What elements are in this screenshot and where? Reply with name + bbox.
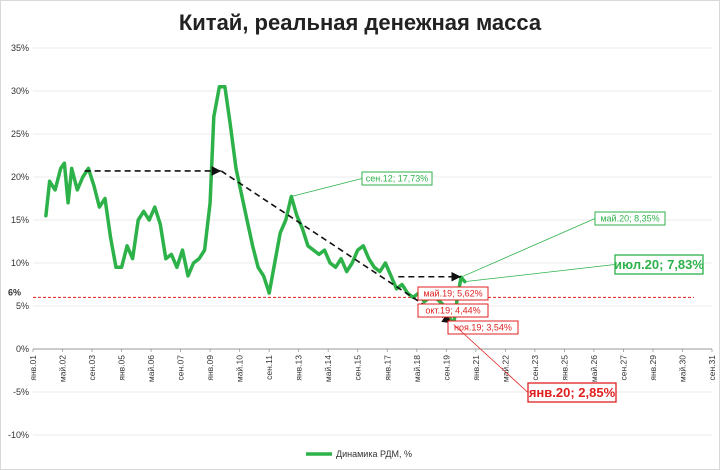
x-tick-label: янв.01 <box>28 355 38 381</box>
legend-entry-label: Динамика РДМ, % <box>336 449 412 459</box>
y-tick-label: 30% <box>11 86 29 96</box>
annotation-box <box>447 320 519 335</box>
reference-lines: 6% <box>8 287 694 298</box>
x-tick-label: сен.03 <box>87 355 97 381</box>
x-tick-label: янв.21 <box>471 355 481 381</box>
annotation-label: янв.20; 2,85% <box>529 385 616 400</box>
y-tick-label: 15% <box>11 215 29 225</box>
annotation-box <box>361 171 433 186</box>
x-tick-label: сен.15 <box>353 355 363 381</box>
annotation-label: ноя.19; 3,54% <box>454 323 512 333</box>
reference-line-label: 6% <box>8 287 21 297</box>
y-tick-label: -5% <box>13 387 29 397</box>
x-tick-label: сен.31 <box>707 355 717 381</box>
x-tick-label: сен.19 <box>441 355 451 381</box>
x-tick-label: май.10 <box>235 355 245 382</box>
x-tick-label: янв.05 <box>117 355 127 381</box>
y-tick-label: 10% <box>11 258 29 268</box>
annotation-leader <box>453 324 529 393</box>
annotation-label: май.19; 5,62% <box>423 289 482 299</box>
x-tick-label: май.26 <box>589 355 599 382</box>
y-tick-label: 5% <box>16 301 29 311</box>
x-tick-label: май.14 <box>323 355 333 382</box>
annotation-box <box>417 286 489 301</box>
annotation-box <box>527 382 617 403</box>
x-tick-label: май.30 <box>677 355 687 382</box>
annotation-box <box>417 303 489 318</box>
annotation-label: окт.19; 4,44% <box>425 306 480 316</box>
x-tick-label: янв.25 <box>559 355 569 381</box>
series-layer <box>44 84 467 327</box>
x-tick-label: янв.13 <box>294 355 304 381</box>
x-tick-label: май.22 <box>500 355 510 382</box>
y-tick-label: -10% <box>8 430 29 440</box>
x-tick-label: май.06 <box>146 355 156 382</box>
trend-arrow <box>220 170 453 324</box>
x-tick-label: янв.17 <box>382 355 392 381</box>
x-tick-label: сен.07 <box>176 355 186 381</box>
annotation-box <box>614 254 704 275</box>
x-tick-label: сен.23 <box>530 355 540 381</box>
annotations: сен.12; 17,73% май.20; 8,35% июл.20; 7,83%… <box>291 171 704 403</box>
x-tick-label: янв.09 <box>205 355 215 381</box>
gridlines <box>32 47 713 436</box>
x-tick-label: янв.29 <box>648 355 658 381</box>
y-tick-label: 35% <box>11 43 29 53</box>
x-tick-label: сен.11 <box>264 355 274 380</box>
x-axis-tick-labels: янв.01 май.02 сен.03 янв.05 май.06 сен.07 янв.… <box>28 355 717 382</box>
y-tick-label: 20% <box>11 172 29 182</box>
annotation-label: сен.12; 17,73% <box>366 174 429 184</box>
annotation-label: май.20; 8,35% <box>600 214 659 224</box>
x-tick-label: сен.27 <box>618 355 628 381</box>
x-tick-label: май.02 <box>58 355 68 382</box>
annotation-leader <box>464 264 616 283</box>
annotation-box <box>594 211 666 226</box>
annotation-leader <box>291 178 363 197</box>
y-tick-label: 25% <box>11 129 29 139</box>
y-tick-label: 0% <box>16 344 29 354</box>
legend: Динамика РДМ, % <box>306 449 412 459</box>
annotation-leader <box>460 218 596 278</box>
annotation-label: июл.20; 7,83% <box>614 257 704 272</box>
x-tick-label: май.18 <box>412 355 422 382</box>
y-axis-tick-labels: 35%30%25%20%15%10%5%0%-5%-10%-15% <box>8 43 29 440</box>
chart-title: Китай, реальная денежная масса <box>179 10 542 35</box>
trend-lines <box>84 166 462 324</box>
series-line-rdm <box>44 84 467 327</box>
